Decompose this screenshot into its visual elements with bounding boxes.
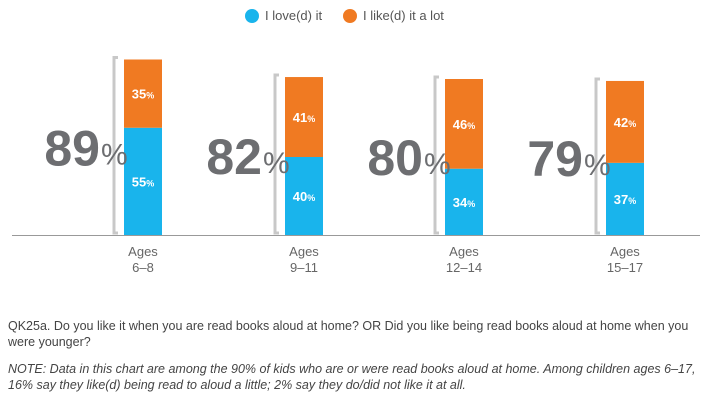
bar-like-3 [606, 80, 644, 163]
bar-love-1 [285, 157, 323, 235]
total-percent-1: % [263, 147, 290, 180]
total-value-1: 82 [206, 129, 262, 185]
legend-label-like: I like(d) it a lot [363, 8, 444, 23]
bar-like-0 [124, 59, 162, 128]
bracket-3 [594, 77, 600, 235]
data-label-love-1: 40% [293, 189, 315, 204]
data-label-like-3: 42% [614, 115, 636, 130]
category-label-2-line-0: Ages [449, 244, 479, 259]
total-value-0: 89 [44, 120, 100, 176]
legend-swatch-love [245, 8, 259, 23]
legend-swatch-like [343, 8, 357, 23]
legend-label-love: I love(d) it [265, 8, 323, 23]
legend: I love(d) it I like(d) it a lot [0, 8, 708, 30]
bar-love-3 [606, 162, 644, 235]
chart-note: NOTE: Data in this chart are among the 9… [8, 362, 696, 392]
data-label-love-0: 55% [132, 174, 154, 189]
bar-love-2 [445, 168, 483, 235]
category-label-0-line-1: 6–8 [132, 260, 154, 275]
survey-question: QK25a. Do you like it when you are read … [8, 319, 689, 349]
data-label-like-2: 46% [453, 117, 475, 132]
legend-item-love: I love(d) it [245, 8, 322, 23]
total-percent-2: % [424, 148, 451, 181]
category-label-1-line-1: 9–11 [290, 260, 318, 275]
data-label-like-0: 35% [132, 87, 154, 102]
bracket-0 [112, 56, 118, 235]
category-label-3-line-1: 15–17 [607, 260, 643, 275]
total-value-2: 80 [367, 130, 423, 186]
category-label-2-line-1: 12–14 [446, 260, 482, 275]
category-label-3-line-0: Ages [610, 244, 640, 259]
category-label-1-line-0: Ages [289, 244, 319, 259]
bar-like-2 [445, 79, 483, 169]
total-value-3: 79 [527, 131, 583, 187]
bar-like-1 [285, 77, 323, 157]
category-label-0-line-0: Ages [128, 244, 158, 259]
legend-item-like: I like(d) it a lot [343, 8, 444, 23]
total-percent-0: % [101, 138, 128, 171]
data-label-like-1: 41% [293, 110, 315, 125]
bracket-2 [433, 75, 439, 235]
bracket-1 [273, 73, 279, 235]
bar-love-0 [124, 127, 162, 235]
data-label-love-2: 34% [453, 195, 475, 210]
data-label-love-3: 37% [614, 192, 636, 207]
total-percent-3: % [584, 149, 611, 182]
